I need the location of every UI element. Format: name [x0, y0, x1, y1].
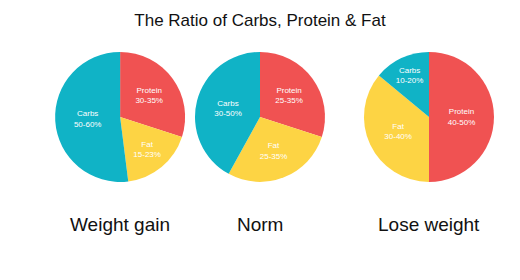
- svg-text:Protein40-50%: Protein40-50%: [448, 107, 476, 126]
- svg-text:Carbs10-20%: Carbs10-20%: [396, 66, 424, 85]
- svg-text:Lose weight: Lose weight: [378, 214, 480, 235]
- svg-text:Carbs30-50%: Carbs30-50%: [214, 99, 242, 118]
- svg-text:Weight gain: Weight gain: [70, 214, 170, 235]
- svg-text:Carbs50-60%: Carbs50-60%: [74, 109, 102, 128]
- svg-text:Fat30-40%: Fat30-40%: [384, 122, 412, 141]
- svg-text:Fat25-35%: Fat25-35%: [260, 141, 288, 160]
- svg-text:Protein30-35%: Protein30-35%: [135, 86, 163, 105]
- svg-text:The Ratio of Carbs, Protein &: The Ratio of Carbs, Protein & Fat: [134, 11, 386, 30]
- svg-text:Norm: Norm: [237, 214, 283, 235]
- svg-text:Protein25-35%: Protein25-35%: [275, 86, 303, 105]
- svg-text:Fat15-23%: Fat15-23%: [133, 140, 161, 159]
